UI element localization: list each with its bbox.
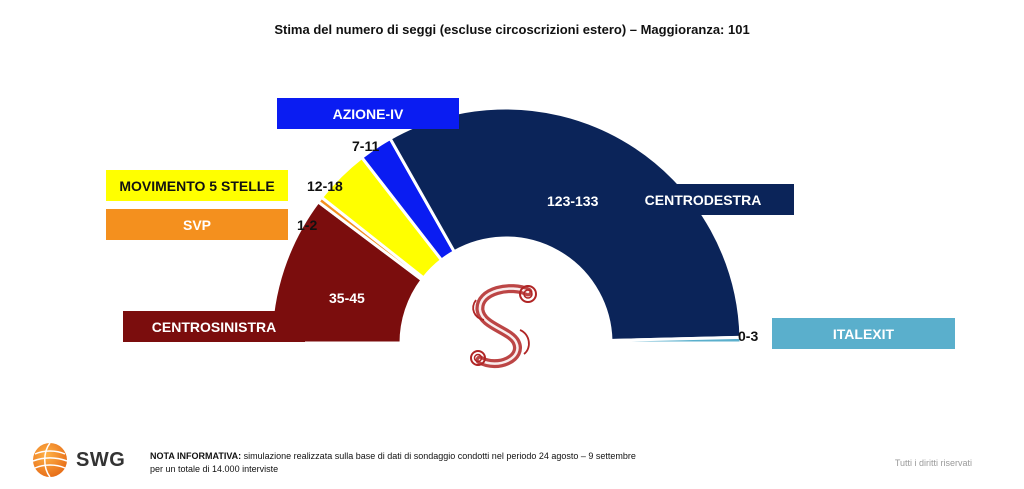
- swg-logo: SWG: [30, 440, 125, 480]
- label-centrodestra-text: CENTRODESTRA: [644, 191, 762, 208]
- info-note: NOTA INFORMATIVA: simulazione realizzata…: [150, 450, 750, 476]
- chart-title: Stima del numero di seggi (escluse circo…: [274, 22, 750, 37]
- label-svp-text: SVP: [182, 216, 211, 233]
- range-m5s: 12-18: [307, 178, 343, 194]
- label-m5s: MOVIMENTO 5 STELLE: [106, 170, 288, 201]
- swg-brand-text: SWG: [76, 448, 126, 471]
- label-centrosinistra-text: CENTROSINISTRA: [151, 318, 277, 335]
- rights-notice: Tutti i diritti riservati: [894, 458, 972, 468]
- swg-globe-icon: [32, 442, 68, 478]
- label-azione-iv: AZIONE-IV: [277, 98, 459, 129]
- arc-centrodestra: [388, 106, 743, 342]
- arc-italexit: [609, 335, 743, 345]
- range-centrosinistra: 35-45: [329, 290, 365, 306]
- range-azione-iv: 7-11: [352, 138, 380, 154]
- senato-logo-icon: [470, 284, 537, 369]
- label-centrosinistra: CENTROSINISTRA: [123, 311, 305, 342]
- label-m5s-text: MOVIMENTO 5 STELLE: [119, 177, 275, 194]
- label-svp: SVP: [106, 209, 288, 240]
- range-svp: 1-2: [297, 217, 318, 233]
- label-centrodestra: CENTRODESTRA: [612, 184, 794, 215]
- note-line1: simulazione realizzata sulla base di dat…: [241, 451, 636, 461]
- label-italexit: ITALEXIT: [772, 318, 955, 349]
- label-italexit-text: ITALEXIT: [832, 325, 895, 342]
- arc-group: [269, 106, 743, 345]
- label-azione-iv-text: AZIONE-IV: [332, 105, 404, 122]
- note-line2: per un totale di 14.000 interviste: [150, 464, 279, 474]
- range-centrodestra: 123-133: [547, 193, 599, 209]
- range-italexit: 0-3: [738, 328, 759, 344]
- note-label: NOTA INFORMATIVA:: [150, 451, 242, 461]
